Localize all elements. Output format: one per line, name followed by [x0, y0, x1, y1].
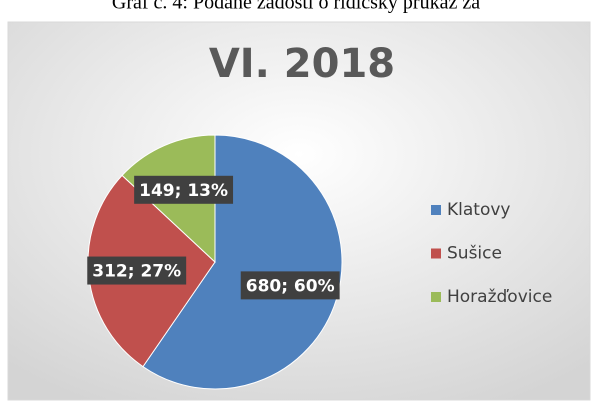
legend-label: Klatovy — [447, 200, 510, 220]
data-label-box — [87, 256, 187, 285]
data-label: 149; 13% — [139, 181, 228, 201]
legend-swatch — [431, 292, 441, 302]
data-label-box — [240, 271, 340, 300]
pie-slice — [142, 134, 343, 390]
legend-swatch — [431, 205, 441, 215]
data-label-box — [134, 175, 234, 204]
chart-title: VI. 2018 — [209, 41, 395, 87]
legend-label: Sušice — [447, 244, 502, 264]
legend-label: Horažďovice — [447, 287, 552, 307]
data-label: 312; 27% — [92, 262, 181, 282]
caption: Graf č. 4: Podané žádosti o řidičský prů… — [112, 0, 480, 14]
data-label: 680; 60% — [246, 276, 335, 296]
legend-swatch — [431, 248, 441, 259]
